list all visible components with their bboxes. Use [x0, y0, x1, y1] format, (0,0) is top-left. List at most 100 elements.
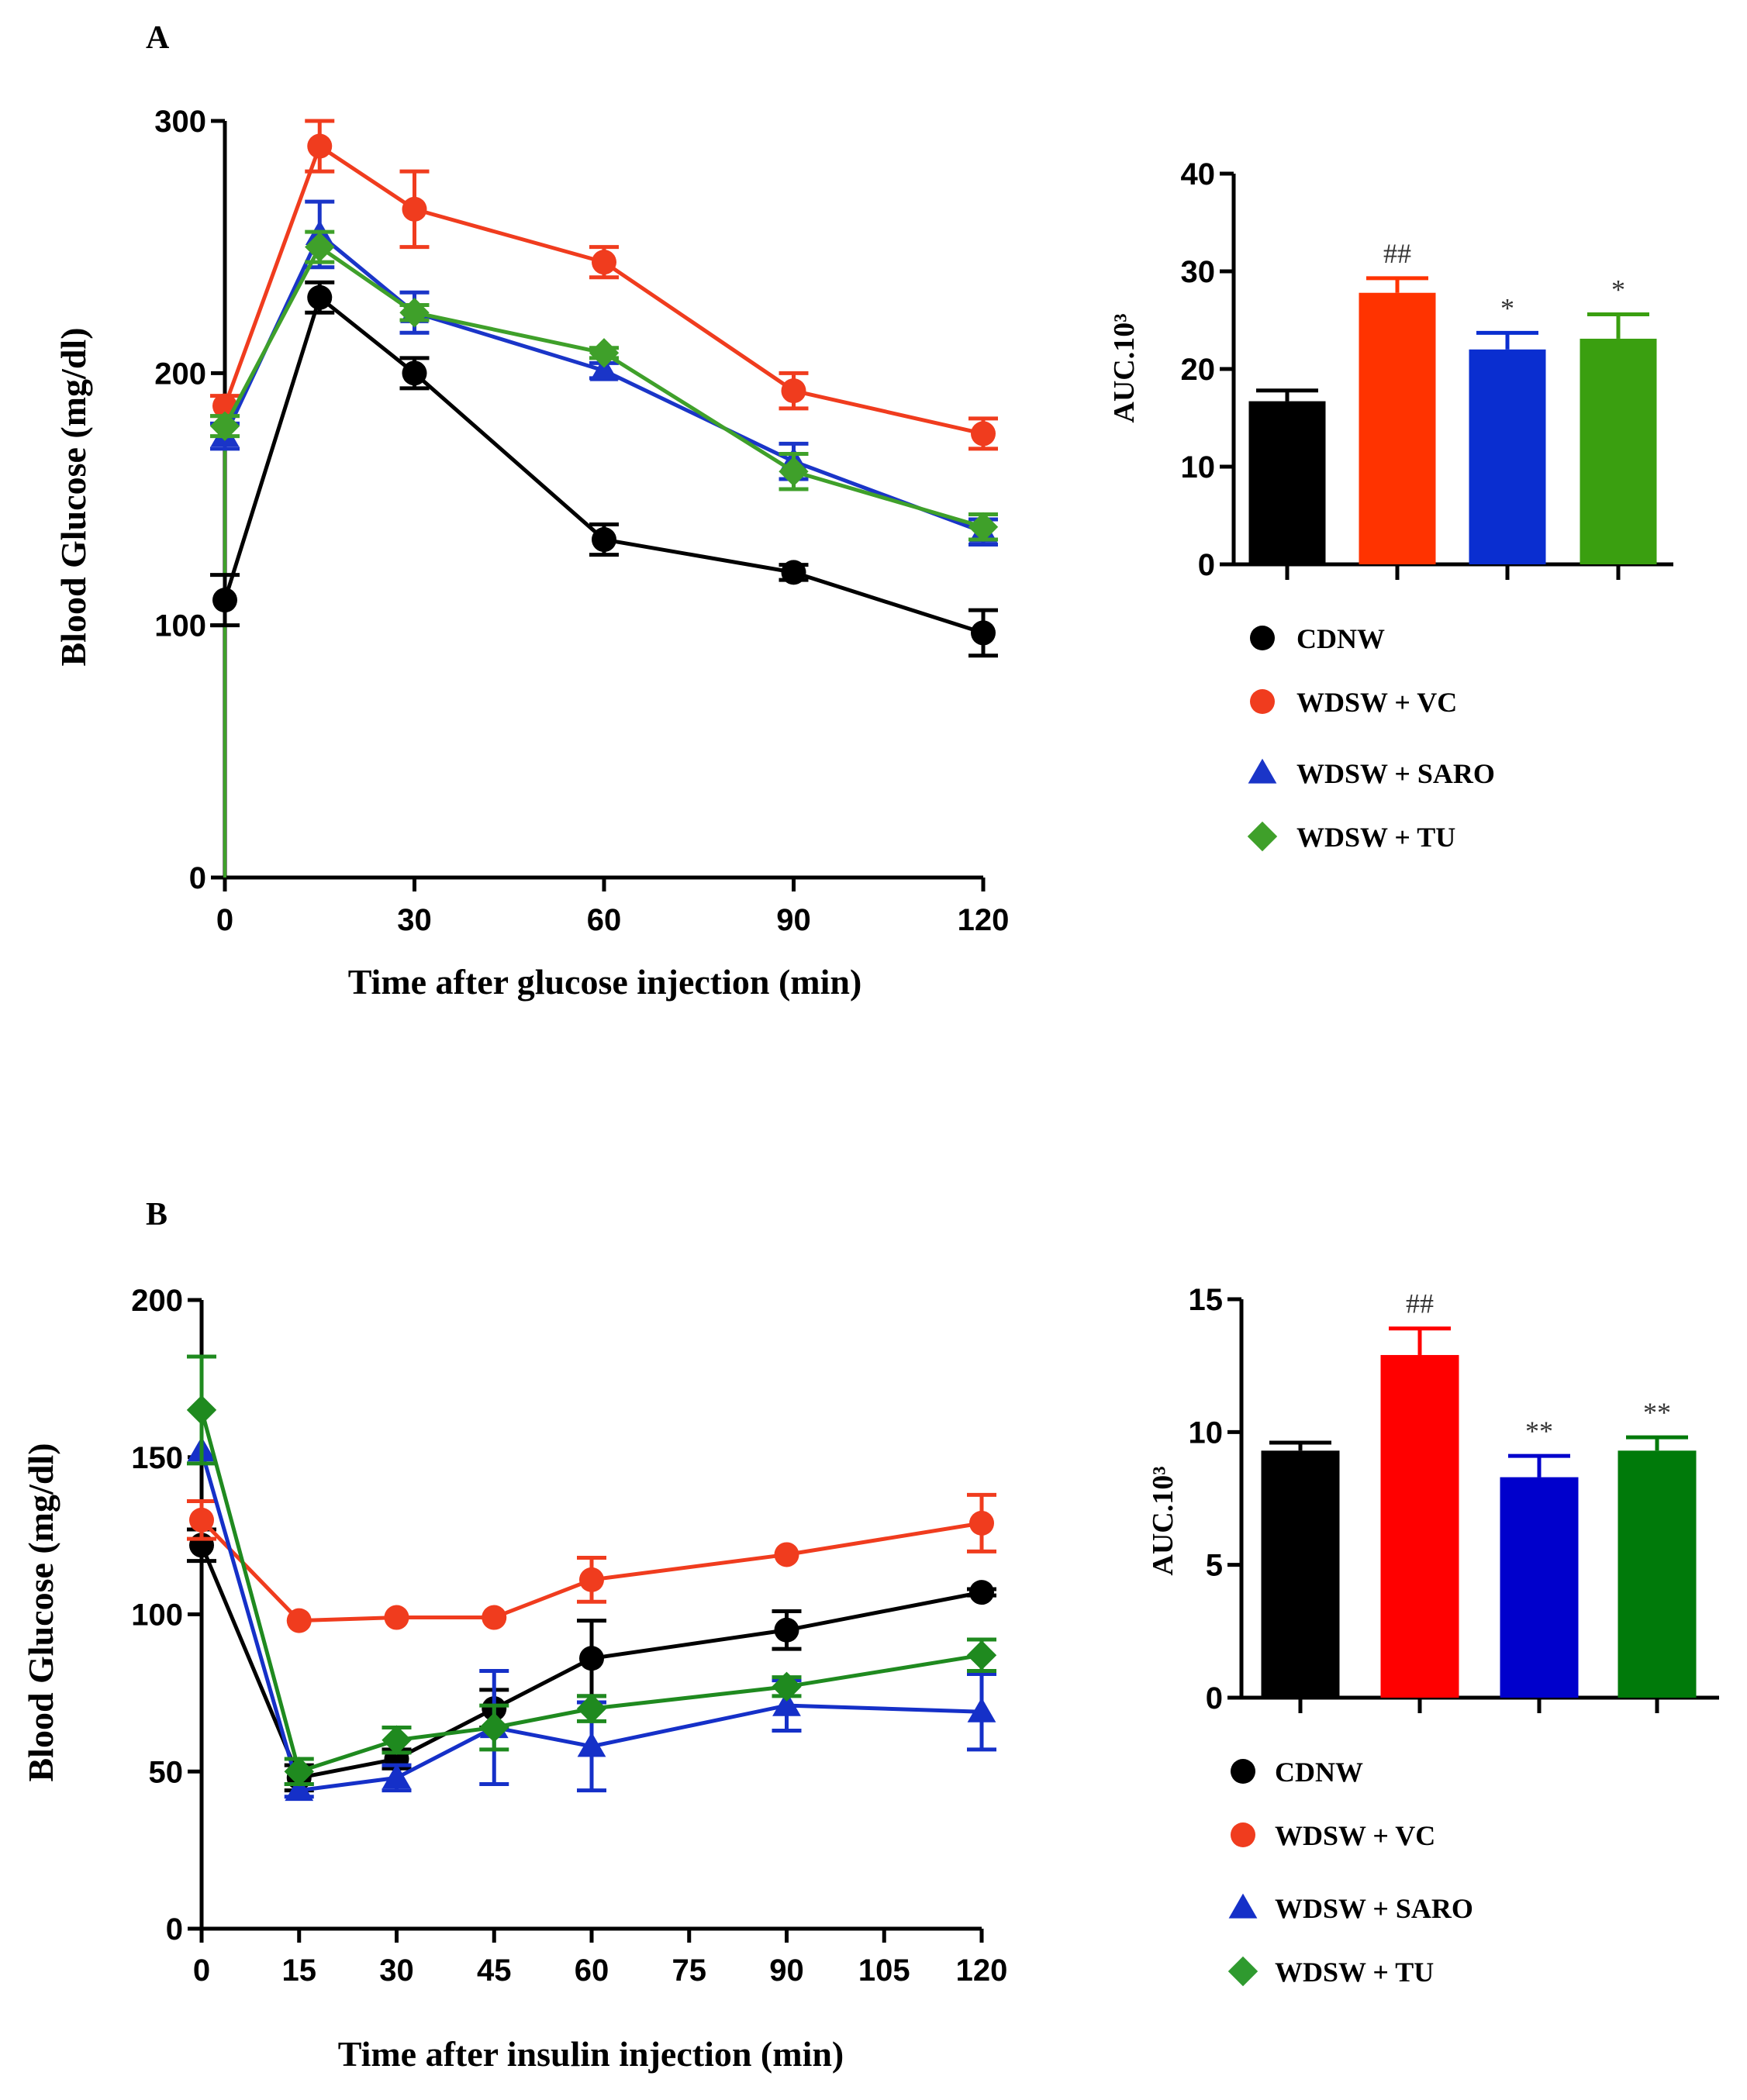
- legend-item: WDSW + SARO: [1228, 1893, 1473, 1924]
- data-point: [384, 1605, 409, 1630]
- bar: [1580, 338, 1657, 564]
- x-tick-label: 0: [193, 1953, 210, 1988]
- y-axis-title: AUC.10³: [1147, 1466, 1179, 1575]
- legend-circle-icon: [1250, 626, 1275, 650]
- data-point: [284, 1757, 314, 1787]
- data-point: [286, 1608, 312, 1633]
- data-point: [774, 1617, 799, 1643]
- legend-label: WDSW + TU: [1275, 1957, 1434, 1988]
- series-line: [223, 244, 984, 529]
- legend-item: WDSW + VC: [1231, 1820, 1435, 1851]
- data-point: [482, 1605, 507, 1630]
- legend-label: WDSW + SARO: [1296, 758, 1495, 789]
- legend-circle-icon: [1231, 1759, 1255, 1784]
- series-wdsw-tu: [186, 1354, 997, 1787]
- data-point: [968, 512, 999, 542]
- bar: [1359, 292, 1436, 564]
- data-point: [402, 360, 427, 386]
- x-axis-title: Time after insulin injection (min): [338, 2034, 844, 2074]
- significance-label: **: [1643, 1397, 1671, 1428]
- significance-label: ##: [1406, 1288, 1434, 1319]
- data-point: [212, 588, 237, 613]
- data-point: [305, 232, 335, 262]
- data-point: [969, 1580, 994, 1605]
- x-tick-label: 60: [575, 1953, 609, 1988]
- y-tick-label: 200: [131, 1284, 183, 1318]
- data-point: [969, 1510, 994, 1536]
- x-tick-label: 120: [958, 903, 1010, 937]
- x-tick-label: 75: [672, 1953, 707, 1988]
- legend-item: WDSW + TU: [1227, 1956, 1434, 1988]
- legend-triangle-icon: [1248, 758, 1277, 784]
- y-tick-label: 20: [1181, 353, 1216, 387]
- legend-A: CDNW WDSW + VC WDSW + SARO WDSW + TU: [1247, 623, 1495, 853]
- data-point: [382, 1725, 412, 1755]
- data-point: [382, 1763, 411, 1788]
- y-tick-label: 5: [1206, 1549, 1223, 1583]
- y-tick-label: 100: [154, 609, 206, 643]
- line-chart-B: 0 50 100 150 200 0 15 30 45 60 75 90 105 120 Time afte…: [21, 1197, 1007, 2074]
- legend-circle-icon: [1231, 1822, 1255, 1847]
- legend-item: CDNW: [1250, 623, 1385, 654]
- data-point: [589, 338, 620, 368]
- data-point: [772, 1691, 801, 1716]
- y-tick-label: 40: [1181, 157, 1216, 191]
- data-point: [402, 196, 427, 222]
- legend-item: CDNW: [1231, 1757, 1363, 1788]
- x-tick-label: 0: [216, 903, 233, 937]
- data-point: [579, 1567, 604, 1592]
- data-point: [285, 1776, 314, 1802]
- data-point: [589, 356, 619, 381]
- y-tick-label: 30: [1181, 255, 1216, 289]
- data-point: [592, 250, 616, 275]
- legend-B: CDNW WDSW + VC WDSW + SARO WDSW + TU: [1227, 1757, 1473, 1988]
- x-tick-label: 120: [956, 1953, 1008, 1988]
- y-tick-label: 0: [1198, 548, 1215, 582]
- significance-label: *: [1500, 292, 1514, 323]
- data-point: [781, 560, 806, 585]
- y-axis-title: Blood Glucose (mg/dl): [54, 327, 93, 666]
- bar: [1618, 1450, 1697, 1698]
- y-axis-title: AUC.10³: [1108, 313, 1141, 422]
- legend-label: WDSW + SARO: [1275, 1893, 1473, 1924]
- bar: [1469, 349, 1546, 564]
- data-point: [971, 421, 996, 447]
- x-tick-label: 30: [379, 1953, 414, 1988]
- x-tick-label: 15: [282, 1953, 317, 1988]
- bar: [1500, 1477, 1579, 1698]
- significance-label: **: [1525, 1416, 1553, 1447]
- series-line: [223, 294, 984, 635]
- x-tick-label: 90: [776, 903, 811, 937]
- data-point: [966, 1640, 997, 1671]
- data-point: [186, 1395, 217, 1426]
- data-point: [781, 378, 806, 404]
- panel-label: B: [146, 1197, 167, 1233]
- legend-label: WDSW + VC: [1296, 687, 1457, 718]
- data-point: [772, 1671, 802, 1702]
- series-wdsw-vc: [210, 119, 998, 451]
- x-tick-label: 105: [858, 1953, 910, 1988]
- data-point: [779, 457, 809, 487]
- legend-item: WDSW + SARO: [1248, 758, 1495, 789]
- significance-label: ##: [1383, 238, 1411, 269]
- x-tick-label: 60: [587, 903, 622, 937]
- y-tick-label: 0: [1206, 1681, 1223, 1716]
- legend-diamond-icon: [1227, 1956, 1258, 1987]
- series-line: [223, 143, 984, 436]
- x-tick-label: 90: [769, 1953, 804, 1988]
- data-point: [576, 1693, 607, 1724]
- x-tick-label: 45: [477, 1953, 512, 1988]
- data-point: [577, 1732, 606, 1757]
- data-point: [479, 1712, 509, 1743]
- y-tick-label: 300: [154, 105, 206, 139]
- data-point: [399, 298, 430, 328]
- y-tick-label: 100: [131, 1598, 183, 1633]
- legend-triangle-icon: [1228, 1893, 1258, 1919]
- data-point: [579, 1646, 604, 1671]
- data-point: [967, 1697, 996, 1722]
- panel-label: A: [146, 20, 170, 56]
- legend-item: WDSW + VC: [1250, 687, 1457, 718]
- y-tick-label: 10: [1181, 450, 1216, 484]
- data-point: [971, 620, 996, 646]
